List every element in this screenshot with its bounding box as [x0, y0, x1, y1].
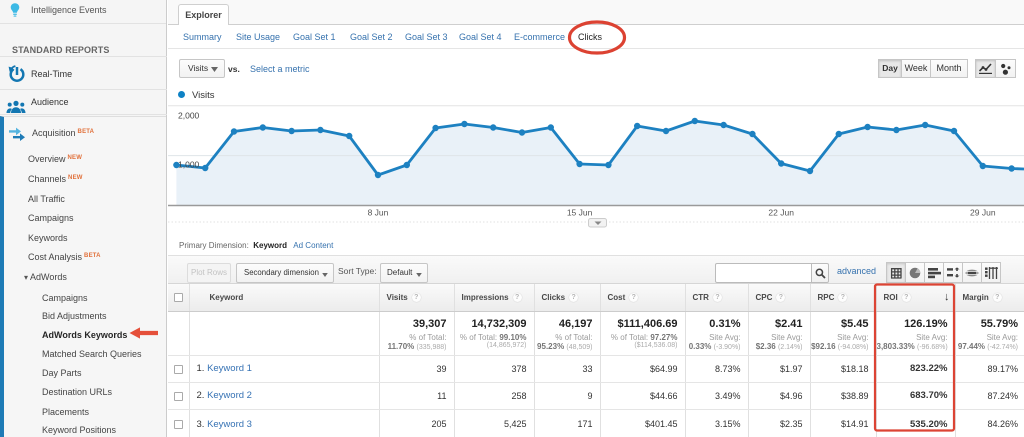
svg-text:29 Jun: 29 Jun: [970, 208, 996, 218]
svg-text:1,000: 1,000: [178, 160, 200, 170]
svg-text:2,000: 2,000: [178, 111, 200, 121]
svg-text:22 Jun: 22 Jun: [768, 208, 794, 218]
svg-text:8 Jun: 8 Jun: [368, 208, 389, 218]
svg-text:15 Jun: 15 Jun: [567, 208, 593, 218]
